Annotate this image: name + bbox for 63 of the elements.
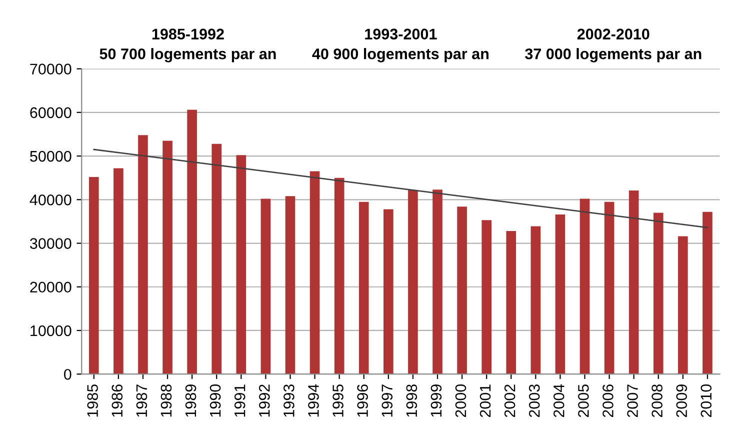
- bar: [358, 202, 369, 374]
- bar: [678, 236, 688, 374]
- bar: [260, 198, 271, 374]
- y-tick-label: 20000: [30, 282, 72, 293]
- bar: [604, 202, 614, 374]
- bar: [530, 226, 541, 374]
- x-tick-label: 2005: [578, 384, 589, 418]
- bar: [555, 214, 566, 374]
- x-tick-label: 1995: [332, 384, 344, 417]
- bar: [384, 209, 394, 374]
- y-tick-label: 40000: [30, 194, 72, 206]
- text: 1985-1992 50 700 logements par an: [100, 28, 276, 62]
- x-tick-label: 1989: [185, 384, 196, 417]
- x-tick-label: 1996: [357, 384, 368, 417]
- bar: [482, 220, 492, 374]
- y-tick-label: 30000: [30, 238, 72, 249]
- x-tick-label: 2009: [676, 384, 688, 418]
- bar: [162, 140, 172, 374]
- text: 2002-2010 37 000 logements par an: [525, 28, 702, 62]
- x-tick-label: 1997: [382, 384, 393, 417]
- y-tick-label: 60000: [30, 107, 72, 118]
- bar: [88, 176, 99, 374]
- bar: [702, 212, 712, 374]
- x-tick-label: 2007: [627, 384, 638, 418]
- x-tick-label: 1992: [258, 384, 270, 417]
- x-tick-label: 2010: [700, 384, 712, 418]
- text: 1993-2001 40 900 logements par an: [312, 28, 488, 62]
- y-tick-label: 50000: [30, 150, 72, 162]
- bar: [114, 168, 124, 374]
- y-tick-label: 70000: [30, 64, 72, 74]
- bar: [138, 135, 148, 374]
- bar: [506, 231, 516, 374]
- x-tick-label: 1987: [136, 384, 148, 417]
- x-tick-label: 2008: [652, 384, 662, 418]
- bar: [187, 110, 197, 374]
- x-tick-label: 1986: [112, 384, 123, 417]
- bar: [653, 212, 664, 374]
- y-tick-label: 10000: [30, 325, 72, 336]
- x-tick-label: 2001: [480, 384, 491, 418]
- bar: [432, 190, 442, 374]
- bar: [457, 206, 467, 374]
- x-tick-label: 1991: [234, 384, 246, 417]
- x-tick-label: 1998: [406, 384, 418, 417]
- bar: [628, 190, 639, 374]
- bar: [285, 196, 296, 374]
- x-tick-label: 1985: [87, 384, 98, 417]
- x-tick-label: 2000: [455, 384, 466, 418]
- x-tick-label: 2002: [504, 384, 516, 418]
- bar: [334, 178, 344, 374]
- x-tick-label: 1999: [430, 384, 442, 417]
- x-tick-label: 1990: [210, 384, 221, 417]
- bar: [580, 198, 590, 374]
- x-tick-label: 2003: [528, 384, 540, 418]
- x-tick-label: 2004: [553, 384, 564, 418]
- bar: [310, 171, 320, 374]
- bar: [212, 144, 222, 374]
- x-tick-label: 1994: [308, 384, 319, 417]
- x-tick-label: 2006: [602, 384, 614, 418]
- y-tick-label: 0: [64, 368, 72, 380]
- bar: [236, 155, 246, 374]
- x-tick-label: 1993: [284, 384, 294, 417]
- x-tick-label: 1988: [160, 384, 172, 417]
- bar: [408, 190, 418, 374]
